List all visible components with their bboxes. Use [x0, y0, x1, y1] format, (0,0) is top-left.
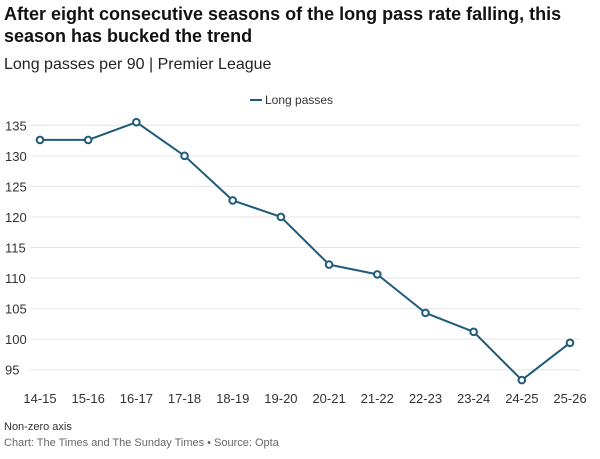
y-tick-label-110: 110 — [5, 271, 26, 286]
x-tick-label-24-25: 24-25 — [505, 391, 538, 406]
y-tick-label-135: 135 — [5, 118, 27, 133]
x-tick-label-23-24: 23-24 — [457, 391, 490, 406]
x-tick-label-22-23: 22-23 — [409, 391, 442, 406]
legend-label-long-passes: Long passes — [265, 93, 333, 107]
chart-legend: Long passes — [250, 93, 333, 107]
x-tick-label-17-18: 17-18 — [168, 391, 201, 406]
axis-note: Non-zero axis — [4, 421, 72, 433]
data-point-23-24 — [469, 327, 478, 337]
y-tick-label-125: 125 — [5, 179, 27, 194]
data-point-19-20 — [276, 212, 286, 222]
credit-separator: • — [207, 437, 211, 449]
data-point-22-23 — [421, 308, 430, 318]
y-tick-label-105: 105 — [5, 302, 27, 317]
credit-chart: Chart: The Times and The Sunday Times — [4, 437, 205, 449]
x-tick-label-14-15: 14-15 — [23, 391, 56, 406]
data-point-25-26 — [565, 338, 575, 348]
credit-line: Chart: The Times and The Sunday Times • So… — [4, 437, 279, 449]
x-tick-label-15-16: 15-16 — [72, 391, 105, 406]
data-point-15-16 — [83, 135, 93, 145]
x-tick-label-16-17: 16-17 — [120, 391, 153, 406]
x-tick-label-25-26: 25-26 — [553, 391, 586, 406]
data-point-16-17 — [132, 117, 141, 127]
y-axis-ticks: 95 100 105 110 115 120 125 130 135 — [5, 118, 27, 377]
series-long-passes — [35, 117, 575, 385]
credit-source: Source: Opta — [214, 437, 279, 449]
data-point-24-25 — [517, 375, 527, 385]
x-tick-label-19-20: 19-20 — [264, 391, 297, 406]
data-point-17-18 — [180, 151, 189, 161]
y-tick-label-120: 120 — [5, 210, 27, 225]
gridlines — [30, 124, 580, 371]
x-tick-label-21-22: 21-22 — [361, 391, 394, 406]
series-line-long-passes — [40, 121, 571, 382]
y-tick-label-130: 130 — [5, 149, 27, 164]
data-point-20-21 — [324, 260, 334, 269]
data-point-14-15 — [35, 135, 45, 145]
x-axis-ticks: 14-15 15-16 16-17 17-18 18-19 19-20 20-21 21-22… — [23, 391, 586, 406]
line-chart: Long passes 95 100 105 110 115 120 125 130 135 1… — [5, 93, 587, 406]
chart-title: After eight consecutive seasons of the l… — [4, 4, 562, 46]
y-tick-label-100: 100 — [5, 332, 27, 347]
data-point-21-22 — [372, 270, 382, 279]
x-tick-label-18-19: 18-19 — [216, 391, 249, 406]
data-point-18-19 — [228, 196, 238, 205]
chart-subtitle: Long passes per 90 | Premier League — [4, 56, 272, 73]
x-tick-label-20-21: 20-21 — [312, 391, 345, 406]
y-tick-label-95: 95 — [5, 363, 19, 378]
y-tick-label-115: 115 — [5, 241, 26, 256]
